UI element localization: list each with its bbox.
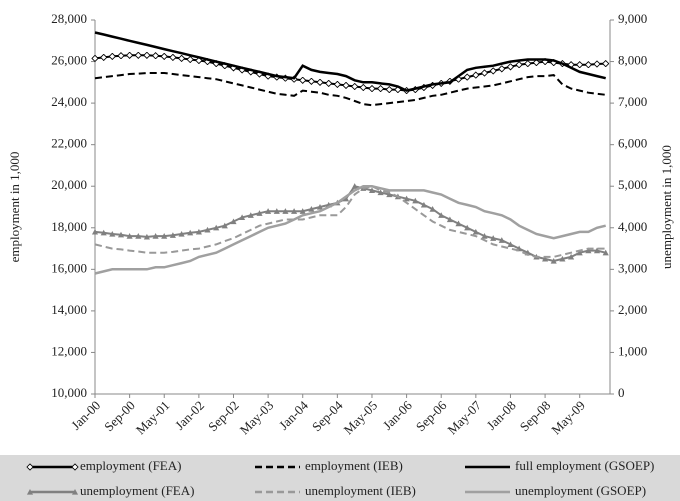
- y2-tick-label: 8,000: [618, 53, 647, 68]
- x-tick-label: Jan-04: [276, 397, 311, 432]
- x-tick-label: Jan-00: [68, 398, 103, 433]
- y2-tick-label: 9,000: [618, 11, 647, 26]
- y-tick-label: 22,000: [51, 136, 87, 151]
- legend-label: unemployment (FEA): [80, 483, 194, 498]
- x-tick-label: Jan-08: [484, 398, 519, 433]
- series-line: [94, 184, 606, 275]
- x-tick-label: May-09: [548, 398, 588, 438]
- y-tick-label: 24,000: [51, 94, 87, 109]
- x-tick-label: Sep-06: [413, 397, 450, 434]
- legend-label: unemployment (IEB): [305, 483, 416, 498]
- y2-tick-label: 7,000: [618, 94, 647, 109]
- x-tick-label: May-03: [237, 398, 277, 438]
- y-tick-label: 26,000: [51, 53, 87, 68]
- x-tick-label: Sep-00: [101, 398, 138, 435]
- x-tick-label: Jan-02: [172, 398, 207, 433]
- x-tick-label: Jan-06: [380, 397, 415, 432]
- legend-box: [0, 455, 680, 501]
- y-tick-label: 14,000: [51, 302, 87, 317]
- y-tick-label: 10,000: [51, 385, 87, 400]
- x-tick-label: May-05: [340, 398, 380, 438]
- y2-tick-label: 4,000: [618, 219, 647, 234]
- legend-label: employment (FEA): [80, 458, 181, 473]
- y2-tick-label: 6,000: [618, 136, 647, 151]
- y2-tick-label: 3,000: [618, 260, 647, 275]
- x-tick-label: May-01: [133, 398, 173, 438]
- y2-tick-label: 5,000: [618, 177, 647, 192]
- y2-tick-label: 0: [618, 385, 625, 400]
- series-line: [94, 72, 606, 107]
- series-line: [91, 183, 609, 264]
- series-line: [94, 31, 606, 92]
- y-tick-label: 16,000: [51, 260, 87, 275]
- x-tick-label: May-07: [444, 397, 484, 437]
- series-line: [95, 55, 606, 90]
- y2-axis-title: unemployment in 1,000: [659, 145, 674, 269]
- y-tick-label: 18,000: [51, 219, 87, 234]
- y-tick-label: 20,000: [51, 177, 87, 192]
- x-tick-label: Sep-08: [517, 398, 554, 435]
- legend-label: full employment (GSOEP): [515, 458, 654, 473]
- x-tick-label: Sep-02: [205, 398, 242, 435]
- legend-label: unemployment (GSOEP): [515, 483, 646, 498]
- x-tick-label: Sep-04: [309, 397, 346, 434]
- legend-label: employment (IEB): [305, 458, 403, 473]
- series-line: [94, 185, 606, 258]
- y2-tick-label: 2,000: [618, 302, 647, 317]
- y-axis-title: employment in 1,000: [7, 152, 22, 263]
- y2-tick-label: 1,000: [618, 343, 647, 358]
- y-tick-label: 28,000: [51, 11, 87, 26]
- y-tick-label: 12,000: [51, 343, 87, 358]
